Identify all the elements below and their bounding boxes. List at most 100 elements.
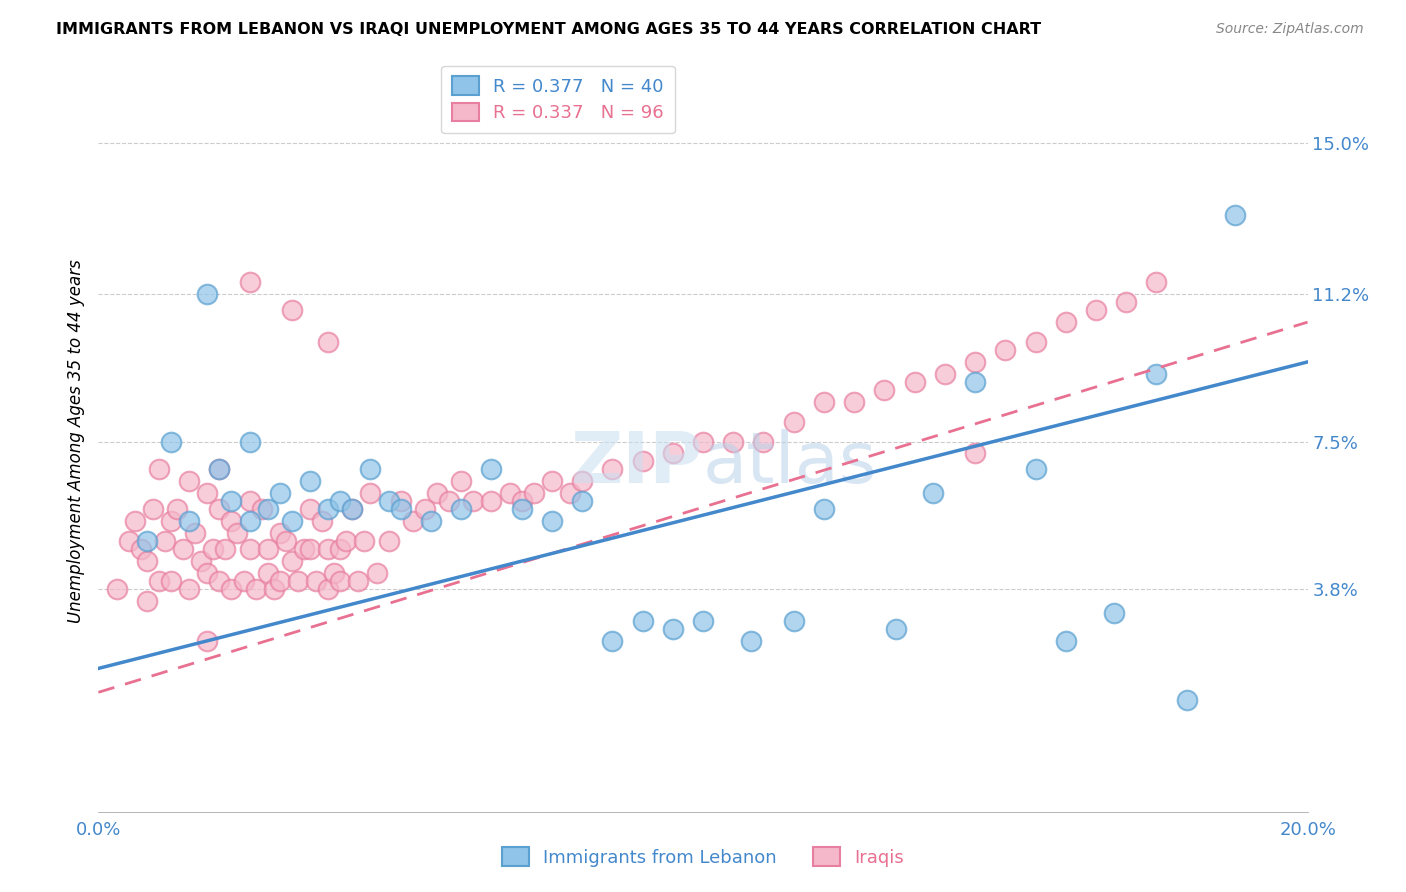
Point xyxy=(179,582,201,596)
Point xyxy=(921,486,943,500)
Point xyxy=(523,486,546,500)
Point xyxy=(571,475,593,489)
Point xyxy=(160,514,183,528)
Point xyxy=(783,415,806,429)
Point xyxy=(558,486,581,500)
Point xyxy=(631,614,654,628)
Point xyxy=(844,394,866,409)
Point xyxy=(752,434,775,449)
Point xyxy=(1175,693,1198,707)
Point xyxy=(389,494,412,508)
Point xyxy=(239,494,262,508)
Point xyxy=(740,633,762,648)
Point xyxy=(1085,303,1108,318)
Point xyxy=(366,566,388,580)
Point xyxy=(437,494,460,508)
Point xyxy=(239,276,262,290)
Point xyxy=(783,614,806,628)
Point xyxy=(299,502,322,516)
Point xyxy=(1054,633,1077,648)
Point xyxy=(148,462,170,476)
Point xyxy=(221,514,243,528)
Point xyxy=(269,574,291,588)
Point xyxy=(281,514,304,528)
Point xyxy=(202,541,225,556)
Point xyxy=(965,375,987,389)
Point xyxy=(661,622,683,636)
Point xyxy=(540,514,562,528)
Point xyxy=(360,486,382,500)
Point xyxy=(692,614,714,628)
Point xyxy=(256,502,278,516)
Point xyxy=(135,534,157,549)
Point xyxy=(221,494,243,508)
Point xyxy=(184,526,207,541)
Point xyxy=(1223,208,1246,222)
Point xyxy=(250,502,273,516)
Point xyxy=(904,375,927,389)
Legend: Immigrants from Lebanon, Iraqis: Immigrants from Lebanon, Iraqis xyxy=(495,840,911,874)
Text: IMMIGRANTS FROM LEBANON VS IRAQI UNEMPLOYMENT AMONG AGES 35 TO 44 YEARS CORRELAT: IMMIGRANTS FROM LEBANON VS IRAQI UNEMPLO… xyxy=(56,22,1042,37)
Point xyxy=(813,394,835,409)
Point xyxy=(353,534,375,549)
Point xyxy=(316,502,339,516)
Point xyxy=(269,486,291,500)
Point xyxy=(316,541,339,556)
Point xyxy=(208,462,231,476)
Point xyxy=(299,475,322,489)
Point xyxy=(1024,334,1046,349)
Point xyxy=(281,303,304,318)
Point xyxy=(305,574,328,588)
Point xyxy=(208,502,231,516)
Point xyxy=(274,534,297,549)
Point xyxy=(1115,295,1137,310)
Point xyxy=(498,486,520,500)
Point xyxy=(105,582,128,596)
Point xyxy=(934,367,956,381)
Point xyxy=(214,541,236,556)
Point xyxy=(195,486,218,500)
Point xyxy=(335,534,357,549)
Point xyxy=(299,541,322,556)
Point xyxy=(160,574,183,588)
Point xyxy=(1102,606,1125,620)
Point xyxy=(965,355,987,369)
Point xyxy=(195,287,218,301)
Point xyxy=(571,494,593,508)
Point xyxy=(661,446,683,460)
Point xyxy=(723,434,745,449)
Point xyxy=(602,462,624,476)
Point xyxy=(426,486,449,500)
Point xyxy=(994,343,1017,357)
Point xyxy=(239,514,262,528)
Text: atlas: atlas xyxy=(703,429,877,499)
Point xyxy=(342,502,364,516)
Point xyxy=(281,554,304,568)
Point xyxy=(263,582,285,596)
Point xyxy=(873,383,896,397)
Point xyxy=(226,526,249,541)
Point xyxy=(413,502,436,516)
Point xyxy=(316,334,339,349)
Point xyxy=(342,502,364,516)
Point xyxy=(124,514,146,528)
Point xyxy=(269,526,291,541)
Y-axis label: Unemployment Among Ages 35 to 44 years: Unemployment Among Ages 35 to 44 years xyxy=(66,260,84,624)
Point xyxy=(142,502,165,516)
Point xyxy=(232,574,254,588)
Point xyxy=(510,494,533,508)
Point xyxy=(329,574,352,588)
Legend: R = 0.377   N = 40, R = 0.337   N = 96: R = 0.377 N = 40, R = 0.337 N = 96 xyxy=(441,66,675,133)
Point xyxy=(323,566,346,580)
Point xyxy=(420,514,443,528)
Point xyxy=(195,633,218,648)
Point xyxy=(311,514,333,528)
Point xyxy=(481,494,503,508)
Point xyxy=(1024,462,1046,476)
Point xyxy=(965,446,987,460)
Point xyxy=(190,554,212,568)
Point xyxy=(481,462,503,476)
Point xyxy=(329,494,352,508)
Text: Source: ZipAtlas.com: Source: ZipAtlas.com xyxy=(1216,22,1364,37)
Point xyxy=(540,475,562,489)
